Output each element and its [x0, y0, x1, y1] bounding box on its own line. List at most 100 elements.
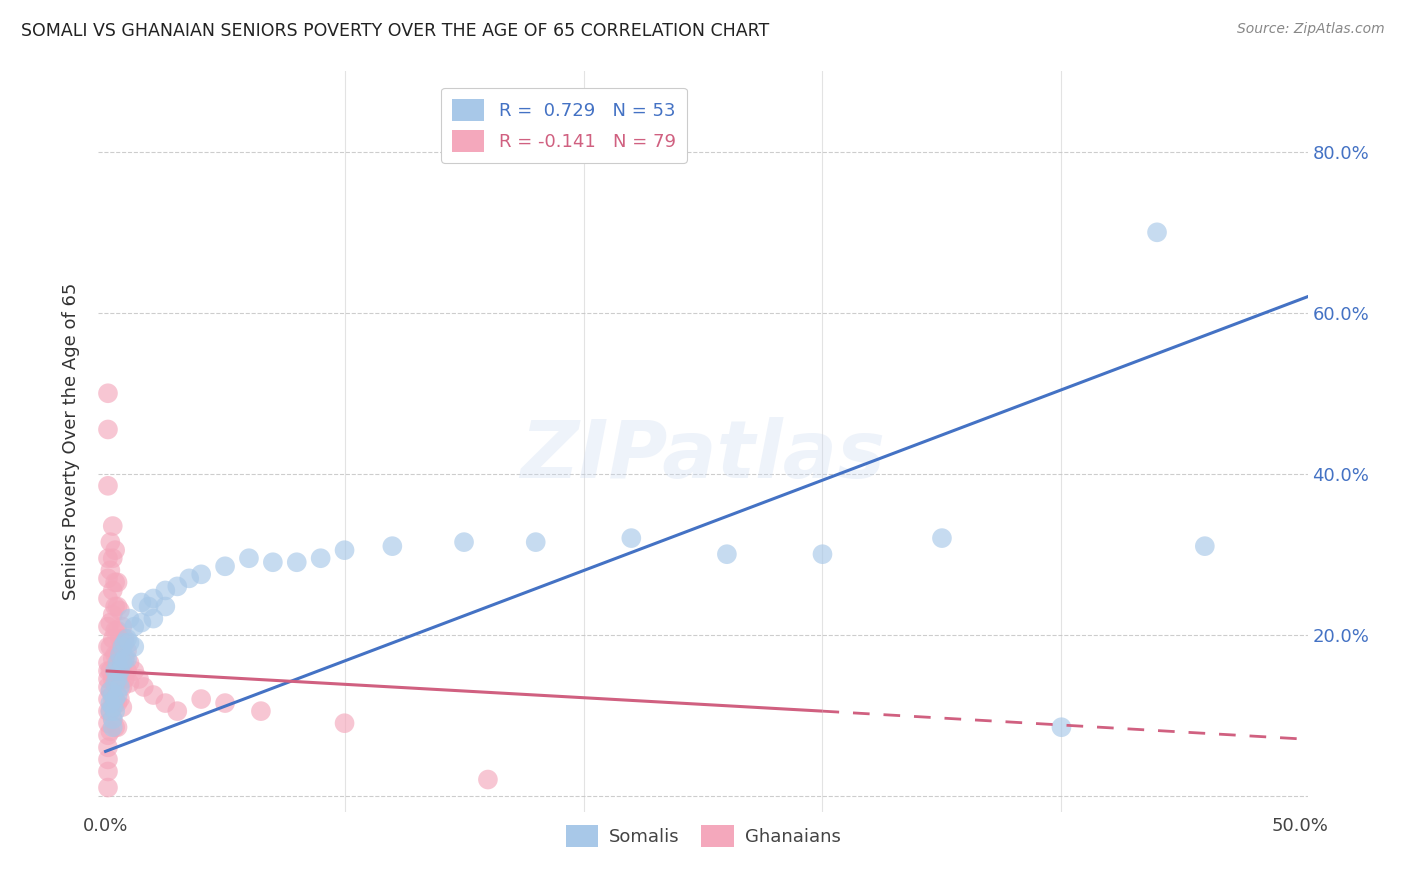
- Point: [179, 571, 201, 585]
- Point: [214, 559, 236, 574]
- Y-axis label: Seniors Poverty Over the Age of 65: Seniors Poverty Over the Age of 65: [62, 283, 80, 600]
- Point: [108, 648, 131, 662]
- Point: [142, 591, 165, 606]
- Point: [620, 531, 643, 545]
- Point: [97, 672, 120, 686]
- Point: [155, 583, 177, 598]
- Point: [114, 652, 136, 666]
- Point: [101, 607, 124, 622]
- Point: [101, 551, 124, 566]
- Point: [98, 684, 121, 698]
- Point: [111, 619, 134, 633]
- Point: [108, 680, 131, 694]
- Point: [98, 724, 121, 739]
- Point: [1050, 720, 1073, 734]
- Point: [166, 704, 188, 718]
- Point: [97, 479, 120, 493]
- Point: [97, 728, 120, 742]
- Point: [101, 652, 124, 666]
- Point: [333, 716, 356, 731]
- Point: [104, 672, 127, 686]
- Point: [122, 619, 145, 633]
- Point: [104, 624, 127, 638]
- Text: ZIPatlas: ZIPatlas: [520, 417, 886, 495]
- Point: [97, 752, 120, 766]
- Point: [101, 672, 124, 686]
- Point: [104, 704, 127, 718]
- Point: [97, 571, 120, 585]
- Point: [111, 680, 134, 694]
- Point: [107, 648, 129, 662]
- Point: [138, 599, 160, 614]
- Point: [97, 716, 120, 731]
- Point: [107, 575, 129, 590]
- Legend: Somalis, Ghanaians: Somalis, Ghanaians: [558, 818, 848, 855]
- Point: [107, 672, 129, 686]
- Point: [101, 519, 124, 533]
- Point: [115, 644, 138, 658]
- Point: [111, 640, 134, 654]
- Point: [716, 547, 738, 561]
- Point: [131, 595, 153, 609]
- Point: [132, 680, 155, 694]
- Point: [107, 688, 129, 702]
- Point: [97, 680, 120, 694]
- Point: [108, 652, 131, 666]
- Point: [98, 704, 121, 718]
- Point: [98, 696, 121, 710]
- Point: [98, 563, 121, 577]
- Point: [101, 712, 124, 726]
- Point: [1194, 539, 1216, 553]
- Point: [101, 712, 124, 726]
- Point: [155, 599, 177, 614]
- Point: [107, 696, 129, 710]
- Point: [101, 700, 124, 714]
- Point: [114, 652, 136, 666]
- Point: [111, 660, 134, 674]
- Point: [104, 664, 127, 678]
- Point: [114, 672, 136, 686]
- Point: [98, 704, 121, 718]
- Point: [131, 615, 153, 630]
- Point: [101, 632, 124, 646]
- Point: [101, 583, 124, 598]
- Point: [111, 640, 134, 654]
- Point: [115, 652, 138, 666]
- Point: [97, 780, 120, 795]
- Point: [118, 656, 141, 670]
- Point: [122, 640, 145, 654]
- Point: [104, 599, 127, 614]
- Point: [155, 696, 177, 710]
- Point: [101, 720, 124, 734]
- Point: [214, 696, 236, 710]
- Point: [250, 704, 273, 718]
- Point: [524, 535, 547, 549]
- Text: SOMALI VS GHANAIAN SENIORS POVERTY OVER THE AGE OF 65 CORRELATION CHART: SOMALI VS GHANAIAN SENIORS POVERTY OVER …: [21, 22, 769, 40]
- Point: [104, 676, 127, 690]
- Point: [107, 624, 129, 638]
- Point: [166, 579, 188, 593]
- Point: [101, 692, 124, 706]
- Point: [453, 535, 475, 549]
- Point: [118, 636, 141, 650]
- Point: [107, 656, 129, 670]
- Point: [107, 720, 129, 734]
- Point: [118, 676, 141, 690]
- Point: [104, 648, 127, 662]
- Point: [238, 551, 260, 566]
- Point: [98, 684, 121, 698]
- Point: [104, 720, 127, 734]
- Point: [97, 704, 120, 718]
- Point: [97, 664, 120, 678]
- Point: [97, 619, 120, 633]
- Point: [309, 551, 332, 566]
- Point: [115, 632, 138, 646]
- Point: [107, 599, 129, 614]
- Point: [98, 615, 121, 630]
- Point: [381, 539, 404, 553]
- Point: [108, 632, 131, 646]
- Text: Source: ZipAtlas.com: Source: ZipAtlas.com: [1237, 22, 1385, 37]
- Point: [111, 656, 134, 670]
- Point: [97, 591, 120, 606]
- Point: [97, 656, 120, 670]
